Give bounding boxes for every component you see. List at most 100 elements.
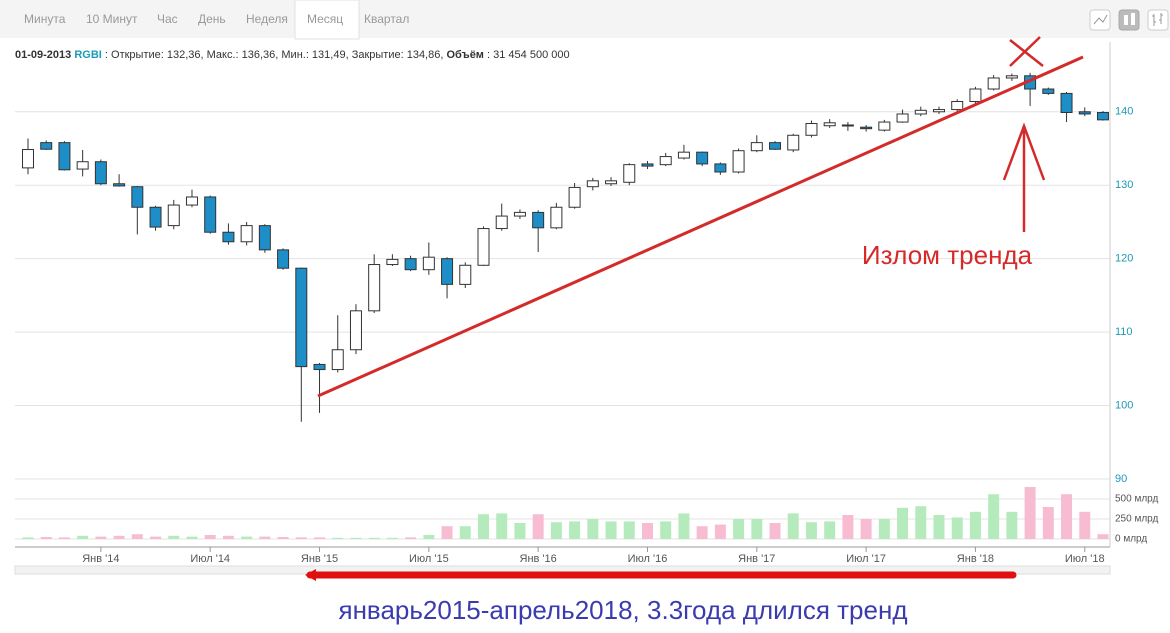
volume-bar: [714, 524, 726, 539]
volume-bar: [678, 513, 690, 539]
break-cross: [1009, 36, 1044, 67]
tab[interactable]: Неделя: [246, 12, 288, 26]
volume-bar: [150, 536, 162, 539]
candle-body: [477, 228, 490, 266]
candle-body: [240, 225, 253, 243]
x-tick-label: Янв '16: [520, 553, 557, 565]
x-tick-label: Июл '16: [628, 553, 668, 565]
tab[interactable]: Квартал: [364, 12, 409, 26]
y-tick-label: 130: [1115, 179, 1133, 191]
candle-body: [222, 231, 235, 243]
candle-body: [532, 211, 545, 229]
annotation: Излом тренда: [862, 240, 1033, 270]
candle-body: [185, 196, 198, 206]
candle-body: [641, 163, 654, 167]
candle-icon[interactable]: [1118, 9, 1140, 31]
x-tick-label: Июл '15: [409, 553, 449, 565]
candle-body: [404, 258, 417, 271]
volume-bar: [1024, 487, 1036, 539]
candle-body: [878, 121, 891, 131]
volume-bar: [860, 519, 872, 539]
volume-bar: [478, 514, 489, 539]
volume-bar: [641, 523, 653, 539]
volume-bar: [824, 521, 836, 539]
candle-body: [860, 126, 873, 130]
candle-body: [422, 256, 435, 271]
caption: январь2015-апрель2018, 3.3года длился тр…: [338, 595, 907, 625]
candle-body: [769, 142, 782, 150]
line-icon[interactable]: [1089, 9, 1111, 31]
tab[interactable]: День: [198, 12, 226, 26]
y-tick-label: 140: [1115, 106, 1133, 118]
candle-body: [586, 180, 599, 188]
volume-bar: [933, 515, 945, 539]
candle-body: [131, 186, 144, 208]
volume-bar: [40, 537, 52, 539]
chart-type-icons: [1089, 9, 1169, 31]
volume-bar: [277, 537, 289, 539]
volume-bar: [733, 519, 745, 539]
volume-bar: [514, 523, 526, 539]
tab[interactable]: Минута: [24, 12, 66, 26]
candle-body: [58, 142, 71, 171]
trend-annotation: Излом тренда: [305, 36, 1084, 581]
candle-body: [441, 258, 454, 285]
volume-bar: [113, 535, 125, 539]
candle-body: [513, 211, 526, 217]
volume-bar: [951, 517, 963, 539]
x-tick-label: Янв '17: [738, 553, 775, 565]
y-tick-label: 110: [1115, 326, 1133, 338]
volume-bar: [532, 514, 544, 539]
candle-body: [914, 109, 927, 115]
candle-body: [605, 180, 618, 185]
candle-body: [1042, 88, 1055, 94]
y2-tick-label: 500 млрд: [1115, 494, 1159, 505]
volume-bar: [751, 519, 763, 539]
volume-bar: [77, 535, 89, 539]
candle-body: [1078, 111, 1091, 115]
volume-bar: [459, 526, 471, 539]
volume-bar: [969, 511, 981, 539]
volume-bar: [1061, 494, 1073, 539]
plot-area: 90 100 110 120 130 140 0 млрд 250 млрд 500 млрд Я…: [15, 72, 1159, 565]
bar-icon[interactable]: [1147, 9, 1169, 31]
y-tick-label: 90: [1115, 473, 1127, 485]
volume-bar: [350, 537, 362, 539]
candle-body: [696, 151, 709, 165]
tab-bar: Минута 10 Минут Час День Неделя Месяц Квартал: [24, 0, 409, 40]
icon-glyph: [1093, 14, 1108, 25]
candle-body: [623, 164, 636, 183]
volume-bar: [623, 521, 635, 539]
volume-bar: [769, 523, 781, 539]
volume-bar: [241, 536, 253, 539]
volume-bar: [95, 536, 107, 539]
candle-body: [1096, 112, 1109, 121]
icon-glyph: [1152, 13, 1163, 26]
volume-bar: [441, 526, 453, 539]
candle-body: [805, 123, 818, 136]
y2-tick-label: 250 млрд: [1115, 514, 1159, 525]
x-tick-label: Июл '14: [190, 553, 230, 565]
candle-body: [349, 310, 362, 351]
candle-body: [459, 264, 472, 285]
candle-body: [1060, 92, 1073, 114]
x-tick-label: Июл '18: [1065, 553, 1105, 565]
candle-body: [94, 161, 107, 185]
candle-body: [331, 349, 344, 371]
tab[interactable]: Час: [157, 12, 178, 26]
info-prices: : Открытие: 132,36, Макс.: 136,36, Мин.:…: [105, 49, 444, 61]
volume-bar: [1079, 511, 1091, 539]
candle-body: [787, 134, 800, 151]
candle-body: [659, 156, 672, 166]
volume-bar: [1042, 507, 1054, 539]
tab[interactable]: 10 Минут: [86, 12, 138, 26]
active-tab[interactable]: [294, 0, 360, 40]
x-tick-label: Янв '18: [957, 553, 994, 565]
candle-body: [495, 215, 508, 230]
volume-bar: [259, 536, 271, 539]
candle-body: [22, 149, 34, 169]
info-volume: : 31 454 500 000: [487, 49, 570, 61]
volume-bar: [368, 537, 380, 539]
tab[interactable]: Месяц: [307, 12, 343, 26]
